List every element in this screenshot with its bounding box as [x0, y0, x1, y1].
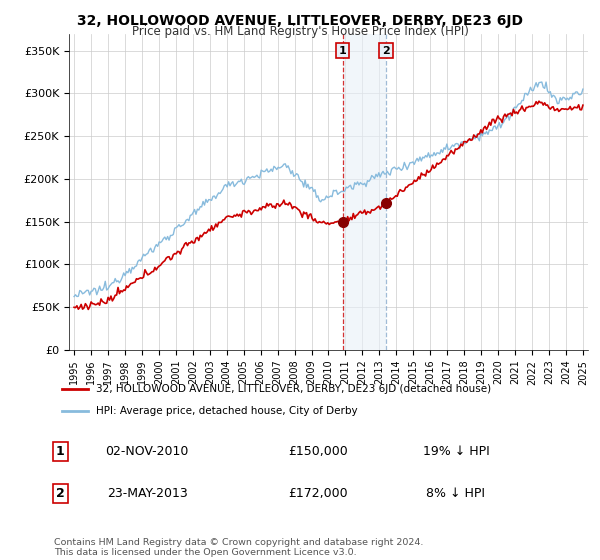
Text: Contains HM Land Registry data © Crown copyright and database right 2024.
This d: Contains HM Land Registry data © Crown c… [54, 538, 424, 557]
Text: 2: 2 [382, 46, 390, 55]
Text: 32, HOLLOWOOD AVENUE, LITTLEOVER, DERBY, DE23 6JD (detached house): 32, HOLLOWOOD AVENUE, LITTLEOVER, DERBY,… [96, 384, 491, 394]
Text: 1: 1 [56, 445, 64, 458]
Text: 02-NOV-2010: 02-NOV-2010 [106, 445, 188, 458]
Text: 23-MAY-2013: 23-MAY-2013 [107, 487, 187, 500]
Text: £150,000: £150,000 [288, 445, 348, 458]
Text: 2: 2 [56, 487, 64, 500]
Bar [343, 34, 386, 350]
Text: 8% ↓ HPI: 8% ↓ HPI [427, 487, 485, 500]
Text: Price paid vs. HM Land Registry's House Price Index (HPI): Price paid vs. HM Land Registry's House … [131, 25, 469, 38]
Text: 1: 1 [339, 46, 347, 55]
Text: 19% ↓ HPI: 19% ↓ HPI [422, 445, 490, 458]
Text: 32, HOLLOWOOD AVENUE, LITTLEOVER, DERBY, DE23 6JD: 32, HOLLOWOOD AVENUE, LITTLEOVER, DERBY,… [77, 14, 523, 28]
Text: £172,000: £172,000 [288, 487, 348, 500]
Text: HPI: Average price, detached house, City of Derby: HPI: Average price, detached house, City… [96, 406, 358, 416]
